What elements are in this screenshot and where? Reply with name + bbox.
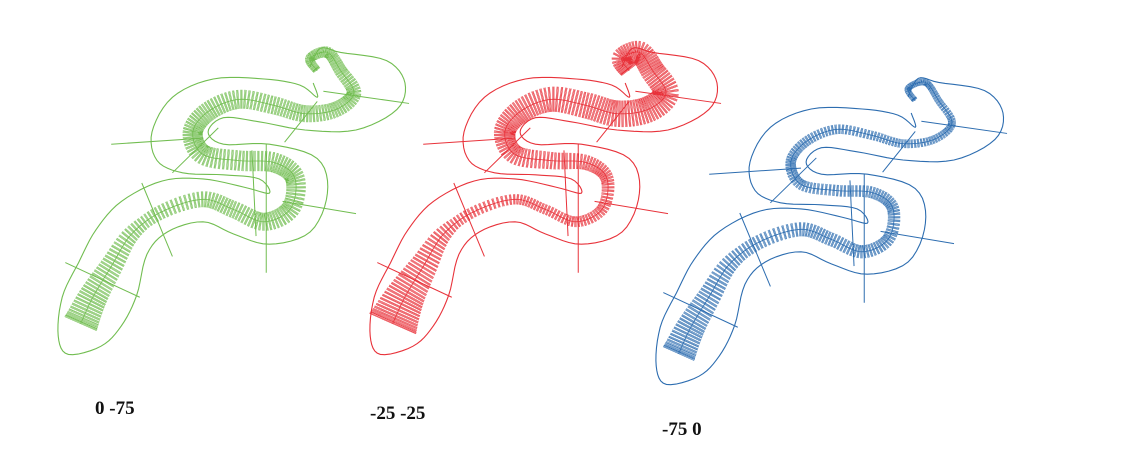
snake-panel-red	[369, 40, 722, 356]
caption-panel-1: 0 -75	[95, 398, 135, 419]
guide-line-1	[635, 90, 722, 104]
snake-outline	[369, 47, 719, 356]
guide-line-2	[882, 131, 916, 173]
caption-panel-3: -75 0	[662, 419, 702, 440]
guide-line-2	[596, 101, 630, 143]
guide-line-9	[377, 262, 452, 298]
snake-spine	[392, 51, 667, 324]
guide-line-8	[453, 182, 485, 257]
guide-line-8	[739, 212, 771, 287]
guide-line-7	[282, 200, 357, 215]
guide-line-9	[663, 292, 738, 328]
snake-panel-green	[57, 46, 410, 356]
guide-line-5	[849, 180, 855, 267]
snake-panel-blue	[655, 77, 1008, 386]
snake-stroke-hatching	[369, 40, 679, 335]
guide-line-3	[709, 167, 802, 175]
guide-line-5	[251, 150, 257, 237]
guide-line-9	[65, 262, 140, 298]
guide-line-2	[284, 101, 318, 143]
guide-line-1	[921, 120, 1008, 134]
guide-line-3	[111, 137, 204, 145]
guide-line-4	[484, 127, 531, 174]
snake-spine	[80, 51, 355, 324]
snake-stroke-hatching	[64, 46, 362, 332]
snake-spine	[678, 81, 953, 354]
snake-outline	[655, 77, 1005, 386]
guide-line-3	[423, 137, 516, 145]
caption-panel-2: -25 -25	[370, 403, 426, 424]
guide-line-4	[770, 157, 817, 204]
snake-stroke-hatching	[662, 78, 957, 361]
guide-line-5	[563, 150, 569, 237]
guide-line-1	[323, 90, 410, 104]
guide-line-4	[172, 127, 219, 174]
guide-line-7	[880, 230, 955, 245]
guide-line-8	[141, 182, 173, 257]
guide-line-7	[594, 200, 669, 215]
snake-outline	[57, 47, 407, 356]
